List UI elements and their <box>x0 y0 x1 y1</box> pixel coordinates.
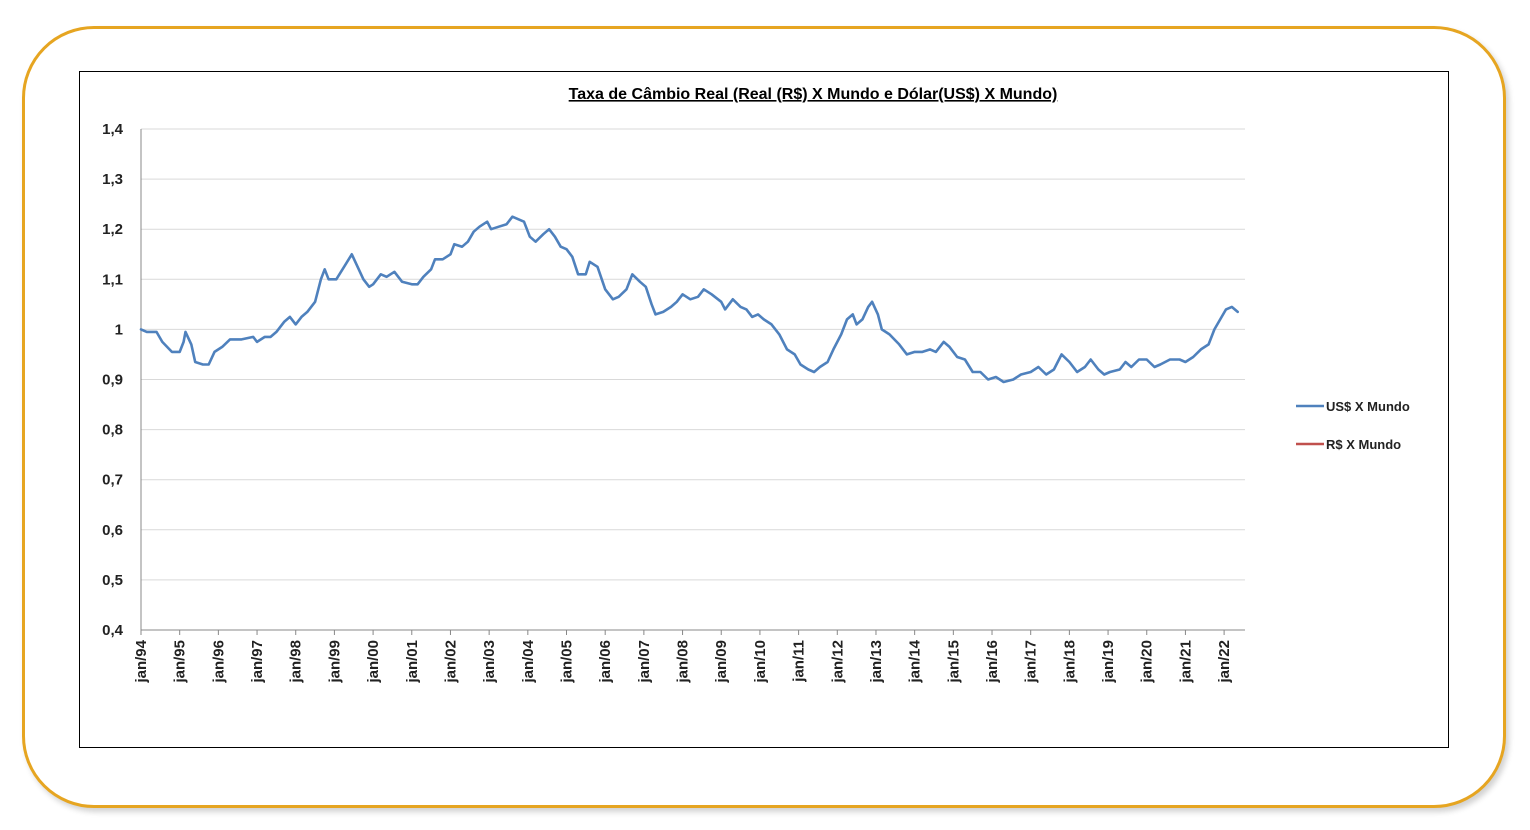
y-tick-label: 1,2 <box>102 221 123 238</box>
x-tick-label: jan/94 <box>133 639 150 683</box>
y-tick-label: 0,7 <box>102 472 123 489</box>
x-tick-label: jan/22 <box>1216 640 1233 684</box>
y-tick-label: 0,6 <box>102 522 123 539</box>
axes: 1,4 1,3 1,2 1,1 1 0,9 0,8 0,7 0,6 0,5 0,4 jan/94 jan… <box>102 121 1245 684</box>
x-tick-label: jan/09 <box>713 640 730 684</box>
x-tick-label: jan/20 <box>1139 640 1156 684</box>
y-tick-label: 1 <box>115 321 123 338</box>
x-tick-label: jan/19 <box>1100 640 1117 684</box>
x-tick-label: jan/12 <box>829 640 846 684</box>
x-tick-label: jan/07 <box>636 640 653 684</box>
y-tick-label: 0,4 <box>102 622 124 639</box>
x-tick-label: jan/95 <box>172 640 189 684</box>
y-tick-label: 1,3 <box>102 171 123 188</box>
x-tick-label: jan/05 <box>559 640 576 684</box>
chart-area: Taxa de Câmbio Real (Real (R$) X Mundo e… <box>79 71 1449 748</box>
y-tick-label: 1,4 <box>102 121 124 138</box>
y-tick-label: 0,8 <box>102 422 123 439</box>
y-tick-label: 0,9 <box>102 372 123 389</box>
x-tick-label: jan/01 <box>404 640 421 684</box>
series-line-0 <box>139 215 1239 384</box>
x-tick-label: jan/14 <box>907 639 924 683</box>
x-tick-label: jan/97 <box>249 640 266 684</box>
x-tick-label: jan/03 <box>481 640 498 684</box>
y-tick-label: 0,5 <box>102 572 123 589</box>
y-tick-label: 1,1 <box>102 271 123 288</box>
x-tick-label: jan/15 <box>945 640 962 684</box>
x-tick-label: jan/98 <box>288 640 305 684</box>
x-tick-label: jan/96 <box>210 640 227 684</box>
x-tick-label: jan/21 <box>1177 640 1194 684</box>
x-tick-label: jan/06 <box>597 640 614 684</box>
x-tick-label: jan/11 <box>791 640 808 683</box>
x-tick-label: jan/04 <box>520 639 537 683</box>
x-tick-label: jan/10 <box>752 640 769 684</box>
legend-label: R$ X Mundo <box>1326 437 1401 452</box>
x-tick-label: jan/17 <box>1023 640 1040 684</box>
series-lines <box>139 215 1239 384</box>
x-tick-label: jan/08 <box>675 640 692 684</box>
x-tick-label: jan/02 <box>442 640 459 684</box>
legend: US$ X Mundo R$ X Mundo <box>1296 399 1410 452</box>
legend-label: US$ X Mundo <box>1326 399 1410 414</box>
x-tick-label: jan/13 <box>868 640 885 684</box>
gridlines <box>141 128 1245 581</box>
chart-svg: Taxa de Câmbio Real (Real (R$) X Mundo e… <box>102 86 1410 684</box>
x-tick-label: jan/00 <box>365 640 382 684</box>
x-tick-label: jan/18 <box>1061 640 1078 684</box>
x-tick-label: jan/99 <box>326 640 343 684</box>
chart-title: Taxa de Câmbio Real (Real (R$) X Mundo e… <box>569 86 1058 103</box>
x-tick-label: jan/16 <box>984 640 1001 684</box>
